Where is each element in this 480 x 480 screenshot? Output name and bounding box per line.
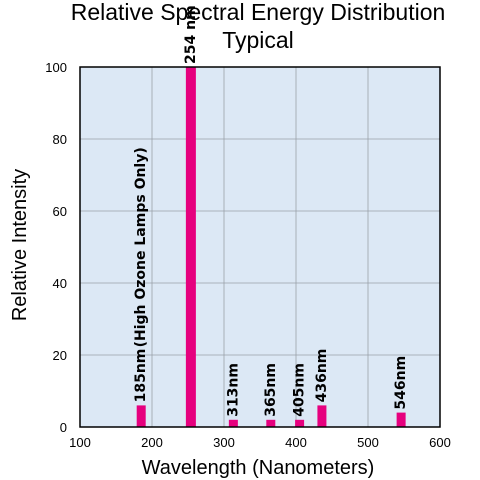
plot-frame <box>79 66 441 428</box>
bar <box>266 419 276 427</box>
grid-lines <box>80 67 440 427</box>
x-tick-label: 400 <box>285 435 307 450</box>
bar-label: 436nm <box>314 349 330 403</box>
bar <box>396 412 406 427</box>
x-tick-label: 500 <box>357 435 379 450</box>
bar <box>317 405 327 427</box>
y-tick-labels: 0 20 40 60 80 100 <box>45 60 67 435</box>
y-tick-label: 100 <box>45 60 67 75</box>
chart-title: Relative Spectral Energy Distribution <box>71 0 446 25</box>
x-tick-label: 100 <box>69 435 91 450</box>
bar-label: 405nm <box>292 363 308 417</box>
bar <box>136 405 146 427</box>
y-tick-label: 20 <box>53 348 67 363</box>
y-tick-label: 80 <box>53 132 67 147</box>
y-tick-label: 60 <box>53 204 67 219</box>
x-axis-label: Wavelength (Nanometers) <box>142 457 375 479</box>
bar-labels-group: 185nm (High Ozone Lamps Only) 254 nm 313nm 3… <box>133 5 409 416</box>
bars-group <box>136 67 406 427</box>
x-tick-label: 300 <box>213 435 235 450</box>
bar-label: 254 nm <box>183 5 199 64</box>
bar-label: 185nm <box>133 349 149 403</box>
bar-label: 365nm <box>263 363 279 417</box>
bar <box>228 419 238 427</box>
x-tick-label: 600 <box>429 435 451 450</box>
bar-label: 313nm <box>225 363 241 417</box>
y-axis-label: Relative Intensity <box>9 169 31 321</box>
bar-label: 546nm <box>393 356 409 410</box>
y-tick-label: 0 <box>60 420 67 435</box>
x-tick-labels: 100 200 300 400 500 600 <box>69 435 451 450</box>
x-tick-label: 200 <box>141 435 163 450</box>
plot-area <box>80 67 440 427</box>
y-tick-label: 40 <box>53 276 67 291</box>
chart-subtitle: Typical <box>222 27 294 53</box>
bar <box>295 419 305 427</box>
bar <box>185 67 196 427</box>
bar-note: (High Ozone Lamps Only) <box>133 147 149 347</box>
